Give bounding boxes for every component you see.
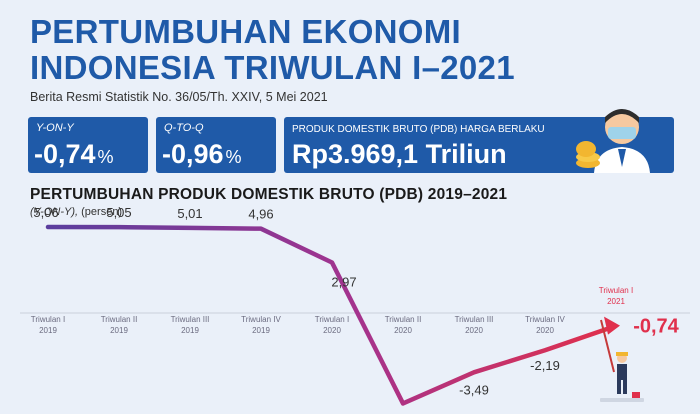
x-tick-year: 2020 [323, 326, 341, 335]
chart-subtitle: (Y-ON-Y), (persen) [30, 206, 122, 218]
x-tick-year: 2020 [465, 326, 483, 335]
x-tick-year: 2019 [110, 326, 128, 335]
series-line [45, 224, 611, 406]
value-label: 5,06 [33, 205, 58, 220]
yoy-unit: % [97, 147, 114, 167]
value-label: -3,49 [459, 382, 489, 397]
value-label: -2,19 [530, 358, 560, 373]
yoy-number: -0,74 [34, 139, 96, 169]
pdb-label: PRODUK DOMESTIK BRUTO (PDB) HARGA BERLAK… [292, 124, 545, 135]
series-arrowhead [604, 316, 620, 335]
x-tick-label: Triwulan I [599, 286, 633, 295]
x-tick-year: 2019 [39, 326, 57, 335]
x-tick-label: Triwulan II [385, 315, 422, 324]
x-tick-label: Triwulan IV [241, 315, 281, 324]
value-label: -0,74 [633, 316, 679, 338]
page-title-line1: PERTUMBUHAN EKONOMI [30, 13, 462, 50]
page-subtitle: Berita Resmi Statistik No. 36/05/Th. XXI… [30, 90, 328, 104]
qtq-unit: % [225, 147, 242, 167]
x-tick-label: Triwulan II [101, 315, 138, 324]
page-title-line2: INDONESIA TRIWULAN I–2021 [30, 49, 515, 86]
chart-subtitle-rest: (persen) [78, 206, 123, 218]
qtq-card: Q-TO-Q -0,96% [156, 117, 276, 173]
worker-illustration [600, 319, 644, 402]
x-tick-year: 2020 [394, 326, 412, 335]
value-label: 5,01 [177, 206, 202, 221]
x-tick-year: 2019 [252, 326, 270, 335]
qtq-value: -0,96% [162, 139, 242, 170]
x-tick-label: Triwulan III [455, 315, 494, 324]
value-label: 2,97 [331, 275, 356, 290]
yoy-card: Y-ON-Y -0,74% [28, 117, 148, 173]
chart-subtitle-italic: (Y-ON-Y), [30, 206, 79, 218]
chart-title: PERTUMBUHAN PRODUK DOMESTIK BRUTO (PDB) … [30, 186, 508, 203]
qtq-number: -0,96 [162, 139, 224, 169]
pdb-value: Rp3.969,1 Triliun [292, 139, 507, 169]
value-label: 4,96 [248, 207, 273, 222]
yoy-label: Y-ON-Y [36, 122, 74, 134]
x-tick-label: Triwulan I [315, 315, 349, 324]
x-tick-year: 2019 [181, 326, 199, 335]
x-tick-label: Triwulan IV [525, 315, 565, 324]
x-tick-year: 2021 [607, 297, 625, 306]
qtq-label: Q-TO-Q [164, 122, 204, 134]
x-tick-label: Triwulan I [31, 315, 65, 324]
pdb-card: PRODUK DOMESTIK BRUTO (PDB) HARGA BERLAK… [284, 109, 674, 173]
x-tick-label: Triwulan III [171, 315, 210, 324]
businessman-coins-illustration [576, 109, 650, 173]
yoy-value: -0,74% [34, 139, 114, 170]
x-tick-year: 2020 [536, 326, 554, 335]
value-label: 5,05 [106, 205, 131, 220]
